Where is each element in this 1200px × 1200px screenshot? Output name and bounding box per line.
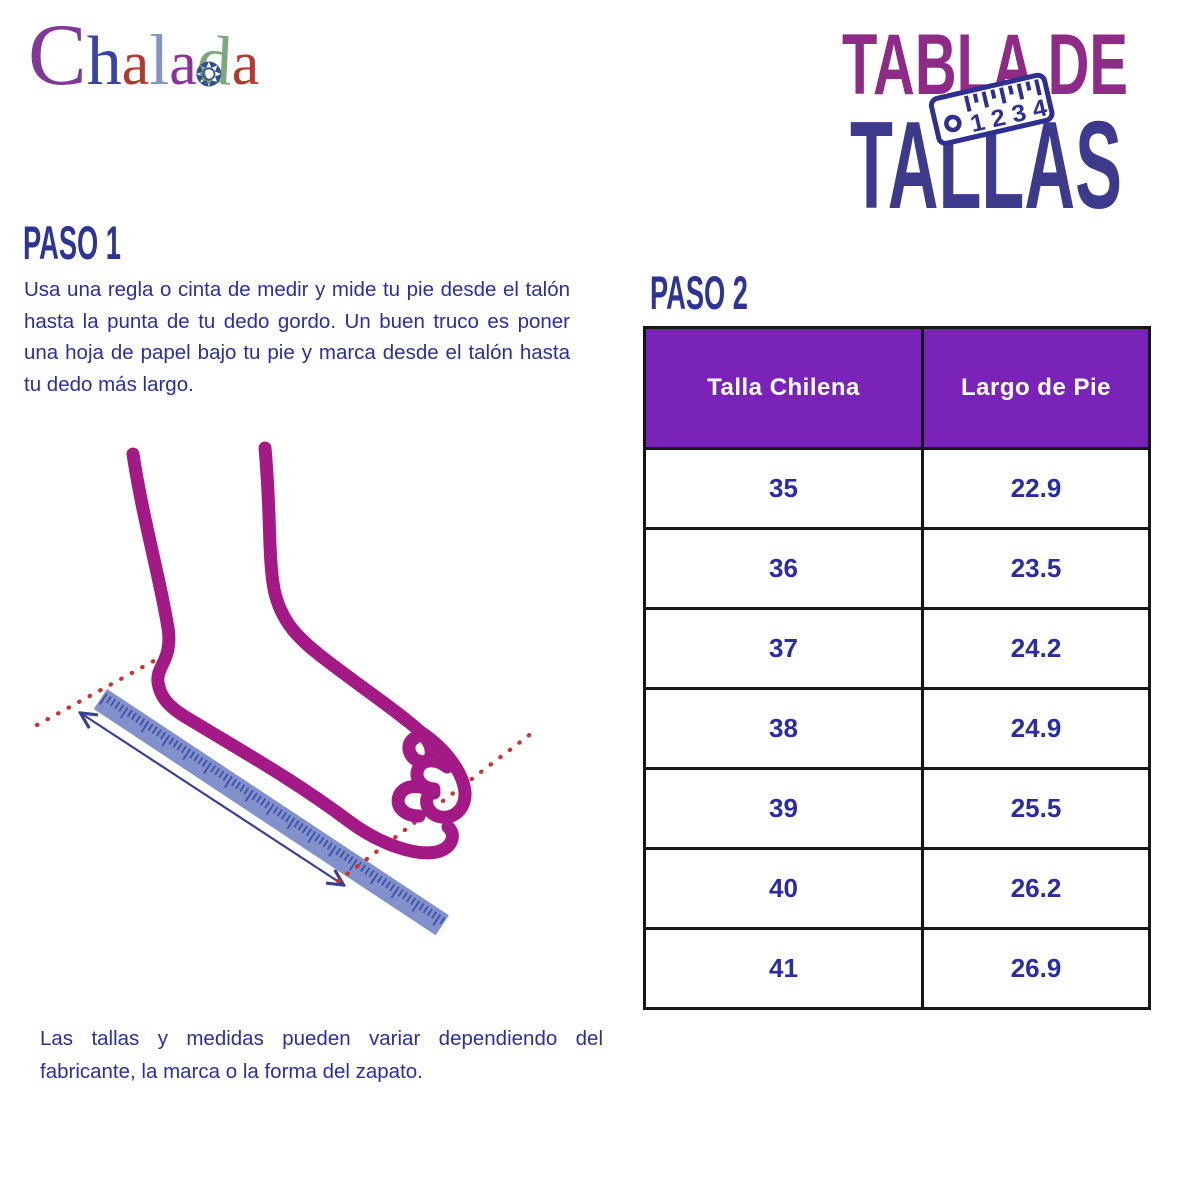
table-row: 41 26.9: [643, 927, 1151, 1010]
table-row: 35 22.9: [643, 447, 1151, 530]
ruler-band: [93, 689, 449, 936]
size-cell: 37: [643, 607, 924, 690]
table-row: 37 24.2: [643, 607, 1151, 690]
size-cell: 39: [643, 767, 924, 850]
step2-heading: PASO 2: [650, 266, 748, 319]
ruler-icon-ticks: [964, 79, 1042, 112]
column-header-size: Talla Chilena: [643, 326, 924, 450]
table-header-row: Talla Chilena Largo de Pie: [643, 326, 1151, 450]
length-cell: 24.2: [921, 607, 1151, 690]
foot-outline: [126, 441, 472, 860]
size-cell: 41: [643, 927, 924, 1010]
size-cell: 36: [643, 527, 924, 610]
logo-letter: C: [28, 7, 87, 104]
logo-letter: a: [231, 30, 260, 98]
table-row: 38 24.9: [643, 687, 1151, 770]
note-paragraph: Las tallas y medidas pueden variar depen…: [40, 1027, 603, 1083]
table-row: 36 23.5: [643, 527, 1151, 610]
brand-logo: C h a l a d a ❂: [28, 12, 328, 130]
measure-arrow: [82, 714, 342, 884]
length-cell: 22.9: [921, 447, 1151, 530]
logo-letter: h: [86, 23, 122, 100]
step1-paragraph: Usa una regla o cinta de medir y mide tu…: [24, 278, 570, 396]
logo-letter: a: [121, 30, 150, 98]
length-cell: 24.9: [921, 687, 1151, 770]
length-cell: 25.5: [921, 767, 1151, 850]
column-header-length: Largo de Pie: [921, 326, 1151, 450]
size-cell: 40: [643, 847, 924, 930]
heel-guide-line: [34, 649, 173, 728]
length-cell: 26.2: [921, 847, 1151, 930]
ruler-icon-zero-hole: [944, 114, 962, 133]
size-table: Talla Chilena Largo de Pie 35 22.9 36 23…: [643, 326, 1151, 1010]
logo-letter: l: [149, 20, 170, 100]
length-cell: 26.9: [921, 927, 1151, 1010]
table-row: 40 26.2: [643, 847, 1151, 930]
page-title: TABLA DE TALLAS 1 2 3 4: [842, 17, 1128, 226]
step1-heading: PASO 1: [23, 216, 121, 269]
logo-letter: a: [169, 30, 197, 98]
foot-measurement-illustration: [34, 441, 535, 936]
size-cell: 35: [643, 447, 924, 530]
length-cell: 23.5: [921, 527, 1151, 610]
size-cell: 38: [643, 687, 924, 770]
table-row: 39 25.5: [643, 767, 1151, 850]
flower-icon: ❂: [195, 55, 223, 94]
